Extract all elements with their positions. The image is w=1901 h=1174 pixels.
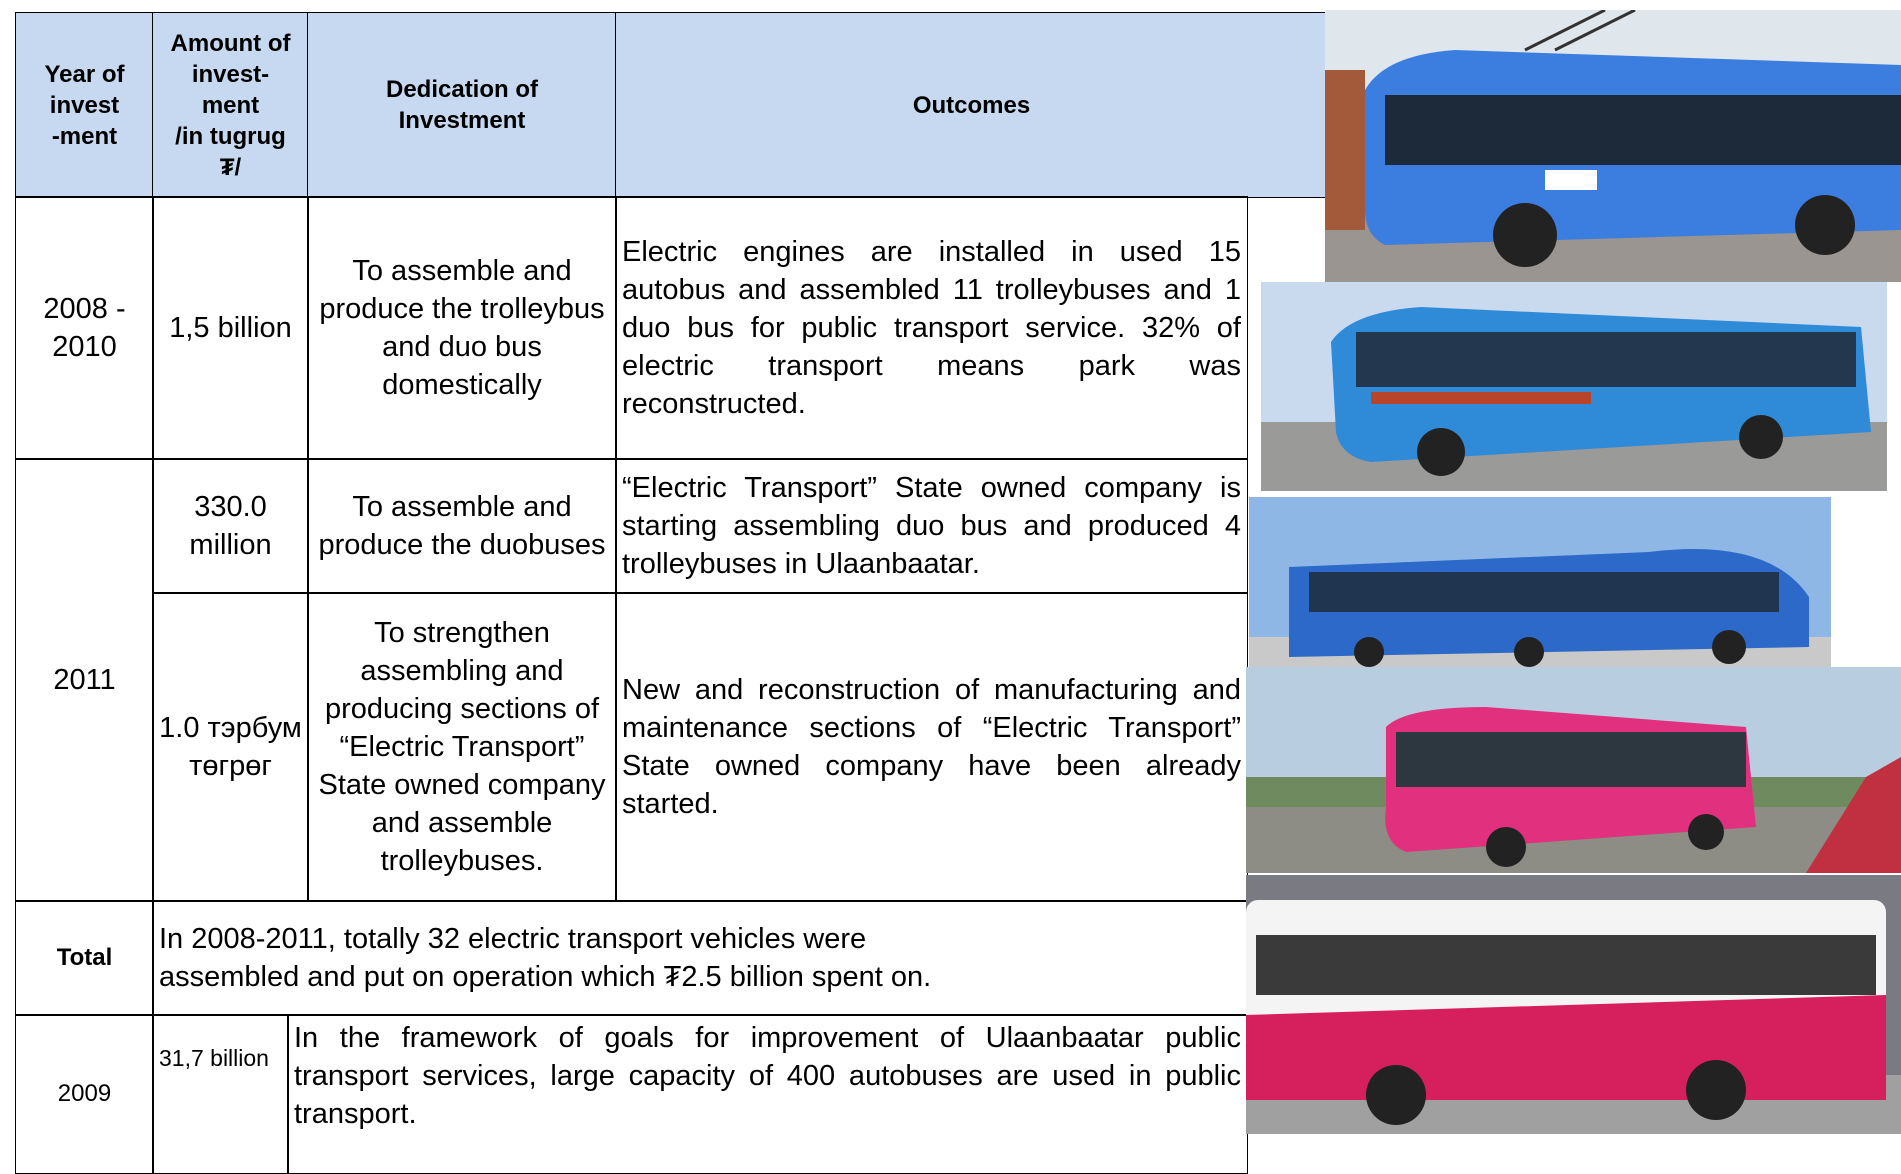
dedication-cell: To assemble and produce the trolleybus a… [307, 196, 617, 460]
photo-bus-blue [1261, 282, 1887, 491]
amount-cell: 330.0 million [152, 458, 309, 594]
outcome-cell: “Electric Transport” State owned company… [615, 458, 1248, 594]
outcome-cell: Electric engines are installed in used 1… [615, 196, 1248, 460]
amount-cell: 1.0 тэрбум төгрөг [152, 592, 309, 902]
outcome-text: New and reconstruction of manufacturing … [622, 671, 1241, 823]
photo-duobus-blue [1249, 497, 1831, 667]
amount-cell: 1,5 billion [152, 196, 309, 460]
outcome-cell: New and reconstruction of manufacturing … [615, 592, 1248, 902]
year-cell: 2009 [15, 1014, 154, 1174]
header-cell: Outcomes [615, 12, 1327, 198]
last-text: In the framework of goals for improvemen… [294, 1019, 1241, 1133]
year-cell: 2008 - 2010 [15, 196, 154, 460]
outcome-text: “Electric Transport” State owned company… [622, 469, 1241, 583]
photo-bus-white-red [1246, 875, 1901, 1134]
amount-cell: 31,7 billion [152, 1014, 289, 1174]
header-cell: Dedication of Investment [307, 12, 617, 198]
header-cell: Amount of invest- ment /in tugrug ₮/ [152, 12, 309, 198]
page: Year of invest -ment Amount of invest- m… [0, 0, 1901, 1159]
photo-trolleybus-blue [1325, 10, 1901, 282]
dedication-cell: To assemble and produce the duobuses [307, 458, 617, 594]
dedication-cell: To strengthen assembling and producing s… [307, 592, 617, 902]
total-text: In 2008-2011, totally 32 electric transp… [152, 900, 1248, 1016]
total-label: Total [15, 900, 154, 1016]
photo-bus-pink [1246, 667, 1901, 873]
header-cell: Year of invest -ment [15, 12, 154, 198]
year-cell: 2011 [15, 458, 154, 902]
last-text-cell: In the framework of goals for improvemen… [287, 1014, 1248, 1174]
outcome-text: Electric engines are installed in used 1… [622, 233, 1241, 423]
